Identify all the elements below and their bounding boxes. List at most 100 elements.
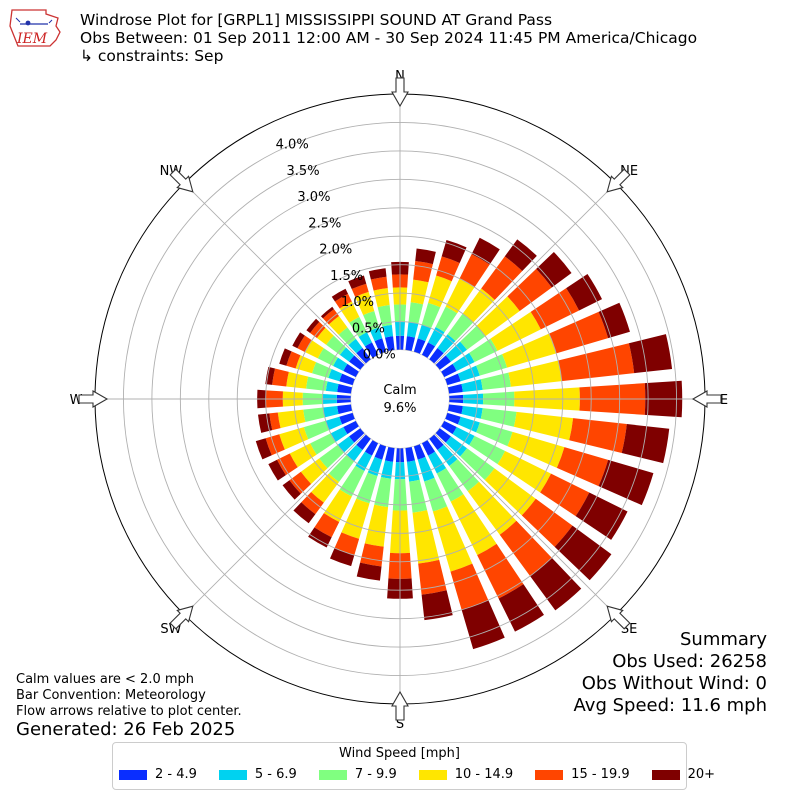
wedge-dir-290-bin-0 xyxy=(339,373,356,386)
radial-tick-label: 3.5% xyxy=(287,164,320,179)
wedge-dir-330-bin-4 xyxy=(334,293,352,309)
wedge-dir-240-bin-0 xyxy=(343,420,360,435)
summary-avg-speed: Avg Speed: 11.6 mph xyxy=(573,695,767,716)
wedge-dir-200-bin-4 xyxy=(334,532,360,556)
radial-tick-label: 0.5% xyxy=(352,321,385,336)
radial-tick-label: 0.0% xyxy=(363,348,396,363)
wedge-dir-190-bin-1 xyxy=(380,460,394,479)
iem-logo: IEM xyxy=(9,9,61,47)
wedge-dir-190-bin-2 xyxy=(374,477,392,508)
wedge-dir-150-bin-0 xyxy=(421,439,436,456)
wedge-dir-230-bin-1 xyxy=(337,436,355,453)
compass-label-E: E xyxy=(720,393,728,408)
wedge-dir-110-bin-1 xyxy=(457,416,480,433)
generated-date: Generated: 26 Feb 2025 xyxy=(16,719,236,740)
wedge-dir-140-bin-3 xyxy=(467,481,517,535)
flow-arrow-icon xyxy=(391,690,409,721)
wedge-dir-40-bin-2 xyxy=(447,313,474,341)
calm-definition-note: Calm values are < 2.0 mph xyxy=(16,672,195,687)
wedge-dir-40-bin-1 xyxy=(437,334,456,354)
wedge-dir-310-bin-2 xyxy=(326,335,347,355)
wedge-dir-260-bin-1 xyxy=(323,405,339,418)
wedge-dir-330-bin-3 xyxy=(339,301,360,323)
wedge-dir-30-bin-1 xyxy=(428,327,445,347)
wedge-dir-280-bin-1 xyxy=(325,381,339,393)
wedge-dir-210-bin-0 xyxy=(364,439,379,456)
wedge-dir-300-bin-0 xyxy=(343,363,360,378)
wedge-dir-290-bin-3 xyxy=(295,355,317,374)
wedge-dir-220-bin-0 xyxy=(356,434,371,450)
wedge-dir-170-bin-0 xyxy=(405,446,415,462)
wedge-dir-330-bin-0 xyxy=(364,342,379,359)
wedge-dir-340-bin-5 xyxy=(348,275,367,290)
wedge-dir-280-bin-2 xyxy=(306,376,328,391)
wedge-dir-140-bin-0 xyxy=(429,434,444,450)
legend-label: 15 - 19.9 xyxy=(571,767,630,782)
wedge-dir-120-bin-1 xyxy=(452,427,475,446)
wedge-dir-20-bin-0 xyxy=(413,338,426,355)
wedge-dir-280-bin-0 xyxy=(337,384,353,394)
wedge-dir-250-bin-3 xyxy=(279,427,309,450)
wedge-dir-280-bin-4 xyxy=(272,368,289,387)
wedge-dir-290-bin-5 xyxy=(279,348,292,366)
wedge-dir-210-bin-1 xyxy=(355,451,372,471)
wedge-dir-80-bin-2 xyxy=(480,372,511,390)
radial-tick-label: 2.5% xyxy=(308,216,341,231)
wedge-dir-80-bin-5 xyxy=(628,334,673,374)
wedge-dir-30-bin-4 xyxy=(459,254,490,288)
wedge-dir-150-bin-5 xyxy=(498,584,544,632)
legend-swatch xyxy=(218,769,247,780)
wedge-dir-310-bin-5 xyxy=(306,318,320,333)
wedge-dir-310-bin-4 xyxy=(310,321,326,338)
legend-swatch xyxy=(119,769,147,780)
wedge-dir-120-bin-0 xyxy=(440,420,457,435)
wedge-dir-160-bin-0 xyxy=(413,443,426,460)
wedge-dir-80-bin-0 xyxy=(447,384,463,394)
spoke-225 xyxy=(184,433,366,615)
wedge-dir-230-bin-5 xyxy=(282,480,301,500)
wedge-dir-100-bin-4 xyxy=(569,418,627,454)
wedge-dir-10-bin-2 xyxy=(408,302,424,324)
wedge-dir-160-bin-2 xyxy=(424,477,448,512)
wedge-dir-150-bin-3 xyxy=(450,494,497,556)
wedge-dir-190-bin-0 xyxy=(385,446,395,462)
compass-label-N: N xyxy=(395,69,405,84)
legend-label: 2 - 4.9 xyxy=(155,767,197,782)
wedge-dir-320-bin-0 xyxy=(356,348,371,364)
wedge-dir-250-bin-0 xyxy=(339,412,356,425)
wedge-dir-10-bin-1 xyxy=(406,322,419,338)
wedge-dir-210-bin-2 xyxy=(339,465,365,497)
wedge-dir-50-bin-3 xyxy=(476,296,520,337)
radial-tick-label: 4.0% xyxy=(276,137,309,152)
wedge-dir-170-bin-4 xyxy=(418,559,447,595)
wedge-dir-250-bin-1 xyxy=(325,416,343,431)
wedge-dir-350-bin-5 xyxy=(368,268,387,280)
legend-item: 2 - 4.9 xyxy=(119,767,197,782)
wedge-dir-100-bin-2 xyxy=(480,408,517,427)
wedge-dir-320-bin-2 xyxy=(338,327,356,346)
wedge-dir-190-bin-5 xyxy=(356,562,382,581)
wedge-dir-70-bin-1 xyxy=(457,365,480,382)
wedge-dir-350-bin-2 xyxy=(377,305,392,327)
wedge-dir-200-bin-3 xyxy=(341,498,370,539)
wedge-dir-240-bin-1 xyxy=(330,427,348,442)
wedge-dir-200-bin-2 xyxy=(356,472,378,504)
wedge-dir-240-bin-5 xyxy=(268,459,286,481)
wedge-dir-80-bin-3 xyxy=(508,360,562,387)
wedge-dir-230-bin-3 xyxy=(300,458,328,484)
wedge-dir-50-bin-5 xyxy=(536,251,572,288)
wedge-dir-110-bin-4 xyxy=(556,447,609,487)
wedge-dir-310-bin-3 xyxy=(316,327,334,345)
wedge-dir-120-bin-3 xyxy=(497,450,552,493)
calm-label: Calm xyxy=(383,383,416,398)
wedge-dir-130-bin-0 xyxy=(435,428,451,443)
legend-swatch xyxy=(535,769,564,780)
legend-swatch xyxy=(651,769,680,780)
legend-label: 7 - 9.9 xyxy=(354,767,397,782)
wedge-dir-260-bin-3 xyxy=(277,409,306,429)
wedge-dir-170-bin-3 xyxy=(412,510,440,564)
legend-items: 2 - 4.9 5 - 6.9 7 - 9.9 10 - 14.9 15 - 19.9 2… xyxy=(119,767,715,782)
wedge-dir-220-bin-5 xyxy=(293,502,316,524)
wedge-dir-100-bin-0 xyxy=(447,404,463,414)
